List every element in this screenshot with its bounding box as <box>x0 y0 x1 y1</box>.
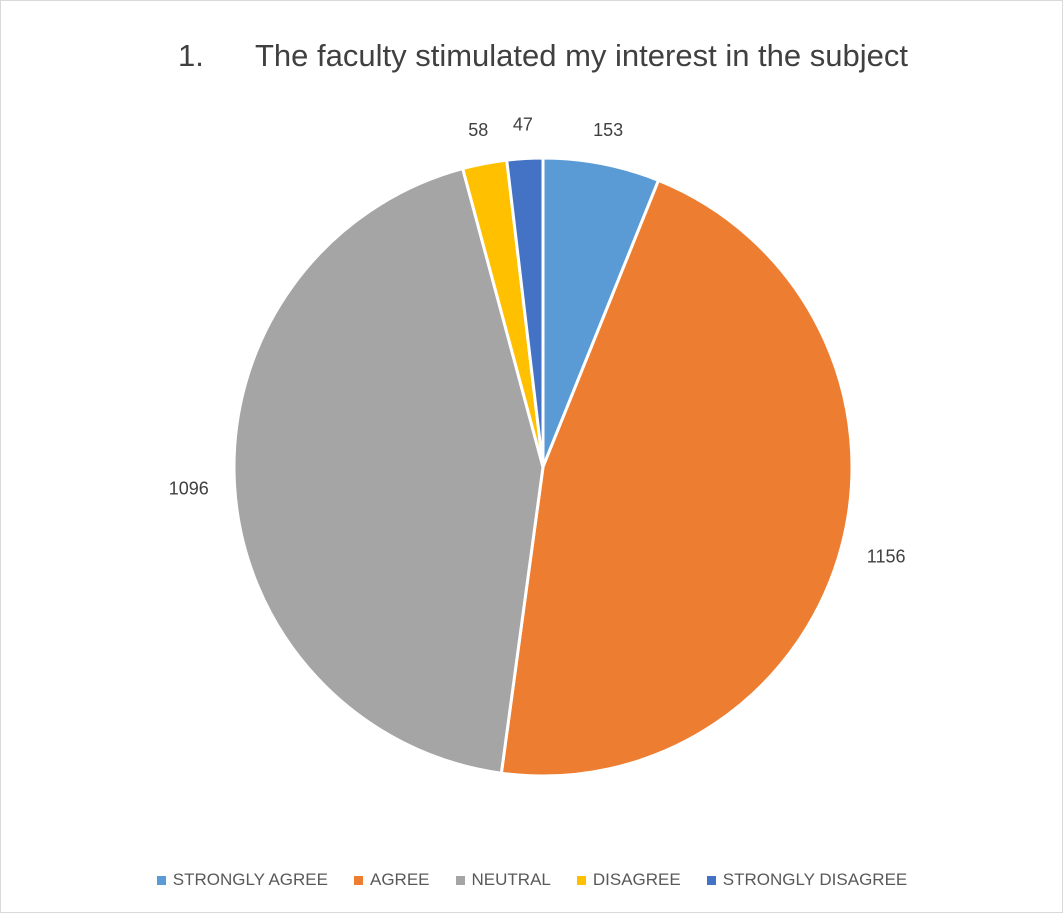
legend-swatch <box>353 875 363 885</box>
legend-label: STRONGLY DISAGREE <box>722 870 908 889</box>
legend-swatch <box>455 875 465 885</box>
pie-slice <box>505 156 545 468</box>
legend: STRONGLY AGREE AGREE NEUTRAL DISAGREE STRONG… <box>0 870 1064 890</box>
chart-title: 1. The faculty stimulated my interest in… <box>178 38 908 73</box>
legend-item: NEUTRAL <box>455 870 551 890</box>
legend-label: DISAGREE <box>592 870 681 889</box>
data-label: 1156 <box>867 547 906 567</box>
legend-label: AGREE <box>369 870 430 889</box>
pie-slice <box>541 156 661 468</box>
legend-item: STRONGLY AGREE <box>156 870 328 890</box>
pie-slice <box>232 166 545 775</box>
data-label: 58 <box>468 120 488 140</box>
legend-swatch <box>576 875 586 885</box>
pie-slice <box>499 178 854 778</box>
legend-label: NEUTRAL <box>471 870 551 889</box>
data-label: 153 <box>593 120 623 140</box>
legend-label: STRONGLY AGREE <box>172 870 328 889</box>
legend-swatch <box>706 875 716 885</box>
data-label: 1096 <box>169 478 209 498</box>
data-label: 47 <box>513 114 533 134</box>
legend-item: STRONGLY DISAGREE <box>706 870 908 890</box>
legend-swatch <box>156 875 166 885</box>
legend-item: AGREE <box>353 870 430 890</box>
legend-item: DISAGREE <box>576 870 681 890</box>
